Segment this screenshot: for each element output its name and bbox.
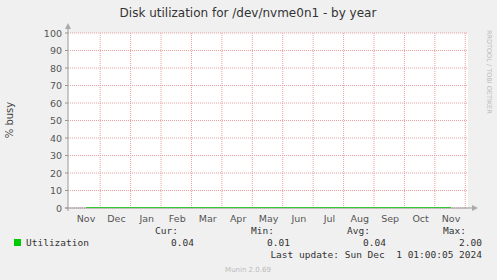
x-tick-label: Apr <box>230 213 247 224</box>
last-update: Last update: Sun Dec 1 01:00:05 2024 <box>270 249 482 260</box>
grid-line <box>161 33 162 208</box>
grid-line <box>68 50 468 51</box>
grid-line <box>68 138 468 139</box>
x-tick-label: Aug <box>350 213 369 224</box>
x-tick-label: Dec <box>107 213 125 224</box>
plot-area <box>68 33 468 208</box>
background <box>0 0 497 280</box>
x-tick-label: Mar <box>199 213 217 224</box>
grid-line <box>343 33 344 208</box>
grid-line <box>68 68 468 69</box>
grid-line <box>252 33 253 208</box>
grid-line <box>68 85 468 86</box>
series-line <box>86 207 451 208</box>
grid-line <box>404 33 405 208</box>
y-tick-label: 90 <box>50 45 62 56</box>
y-tick-label: 60 <box>50 98 62 109</box>
grid-line <box>373 33 374 208</box>
grid-line <box>434 33 435 208</box>
y-tick-label: 40 <box>50 133 62 144</box>
grid-line <box>191 33 192 208</box>
x-tick-label: Oct <box>412 213 429 224</box>
grid-line <box>130 33 131 208</box>
chart: Disk utilization for /dev/nvme0n1 - by y… <box>0 0 497 280</box>
x-axis-arrow <box>472 205 478 211</box>
legend-label: Utilization <box>26 237 89 248</box>
y-axis <box>68 27 69 211</box>
y-tick-label: 10 <box>50 185 62 196</box>
y-tick-label: 30 <box>50 150 62 161</box>
y-tick-label: 70 <box>50 80 62 91</box>
x-axis <box>65 208 474 209</box>
grid-line <box>465 33 466 208</box>
y-tick-label: 100 <box>44 28 62 39</box>
x-tick-label: Jul <box>323 213 335 224</box>
summary-header: Cur: <box>155 225 178 236</box>
x-tick-label: Nov <box>442 213 461 224</box>
y-tick-label: 0 <box>56 203 62 214</box>
grid-line <box>68 33 468 34</box>
x-tick-label: Sep <box>381 213 399 224</box>
grid-line <box>68 190 468 191</box>
grid-line <box>221 33 222 208</box>
grid-line <box>282 33 283 208</box>
summary-value: 2.00 <box>459 237 482 248</box>
x-tick-label: Jun <box>291 213 307 224</box>
summary-value: 0.01 <box>267 237 290 248</box>
summary-value: 0.04 <box>363 237 386 248</box>
y-tick-label: 20 <box>50 168 62 179</box>
watermark: RRDTOOL / TOBI OETIKER <box>485 30 493 114</box>
x-tick-label: Feb <box>169 213 186 224</box>
y-tick-label: 80 <box>50 63 62 74</box>
grid-line <box>313 33 314 208</box>
series-group <box>86 207 451 208</box>
grid-line <box>68 120 468 121</box>
summary-header: Avg: <box>347 225 370 236</box>
footer: Munin 2.0.69 <box>225 266 271 274</box>
legend-swatch <box>14 239 21 246</box>
grid-line <box>68 103 468 104</box>
x-tick-label: Nov <box>77 213 96 224</box>
summary-header: Min: <box>251 225 274 236</box>
grid-line <box>100 33 101 208</box>
y-axis-arrow <box>65 23 71 29</box>
y-axis-label: % busy <box>4 102 15 139</box>
summary-header: Max: <box>443 225 466 236</box>
summary-value: 0.04 <box>171 237 194 248</box>
y-tick-label: 50 <box>50 115 62 126</box>
grid-line <box>68 173 468 174</box>
grid-line <box>68 155 468 156</box>
x-tick-label: May <box>259 213 279 224</box>
title: Disk utilization for /dev/nvme0n1 - by y… <box>120 6 377 20</box>
x-tick-label: Jan <box>139 213 155 224</box>
